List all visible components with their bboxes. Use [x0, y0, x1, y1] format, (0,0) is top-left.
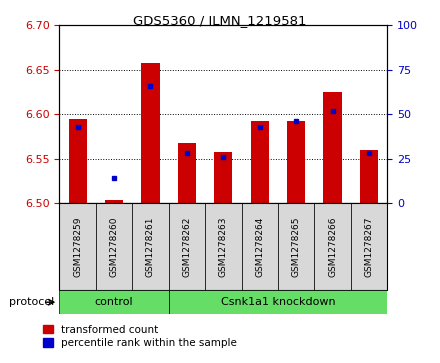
FancyBboxPatch shape	[59, 203, 96, 290]
FancyBboxPatch shape	[205, 203, 242, 290]
Legend: transformed count, percentile rank within the sample: transformed count, percentile rank withi…	[43, 325, 237, 348]
FancyBboxPatch shape	[351, 203, 387, 290]
Bar	[251, 122, 269, 203]
Text: Csnk1a1 knockdown: Csnk1a1 knockdown	[220, 297, 335, 307]
FancyBboxPatch shape	[96, 203, 132, 290]
Text: GSM1278267: GSM1278267	[364, 217, 374, 277]
FancyBboxPatch shape	[314, 203, 351, 290]
Bar	[105, 200, 123, 203]
FancyBboxPatch shape	[242, 203, 278, 290]
FancyBboxPatch shape	[132, 203, 169, 290]
Text: GSM1278261: GSM1278261	[146, 217, 155, 277]
Bar	[360, 150, 378, 203]
Text: GSM1278266: GSM1278266	[328, 217, 337, 277]
Bar	[69, 119, 87, 203]
Text: GSM1278262: GSM1278262	[182, 217, 191, 277]
Bar	[141, 63, 160, 203]
Text: GDS5360 / ILMN_1219581: GDS5360 / ILMN_1219581	[133, 15, 307, 28]
Text: GSM1278265: GSM1278265	[292, 217, 301, 277]
FancyBboxPatch shape	[278, 203, 314, 290]
Text: GSM1278263: GSM1278263	[219, 217, 228, 277]
Text: GSM1278260: GSM1278260	[110, 217, 118, 277]
Text: control: control	[95, 297, 133, 307]
FancyBboxPatch shape	[59, 290, 169, 314]
Bar	[323, 92, 342, 203]
FancyBboxPatch shape	[169, 290, 387, 314]
Text: GSM1278264: GSM1278264	[255, 217, 264, 277]
FancyBboxPatch shape	[169, 203, 205, 290]
Text: GSM1278259: GSM1278259	[73, 217, 82, 277]
Text: protocol: protocol	[9, 297, 54, 307]
Bar	[178, 143, 196, 203]
Bar	[287, 121, 305, 203]
Bar	[214, 152, 232, 203]
